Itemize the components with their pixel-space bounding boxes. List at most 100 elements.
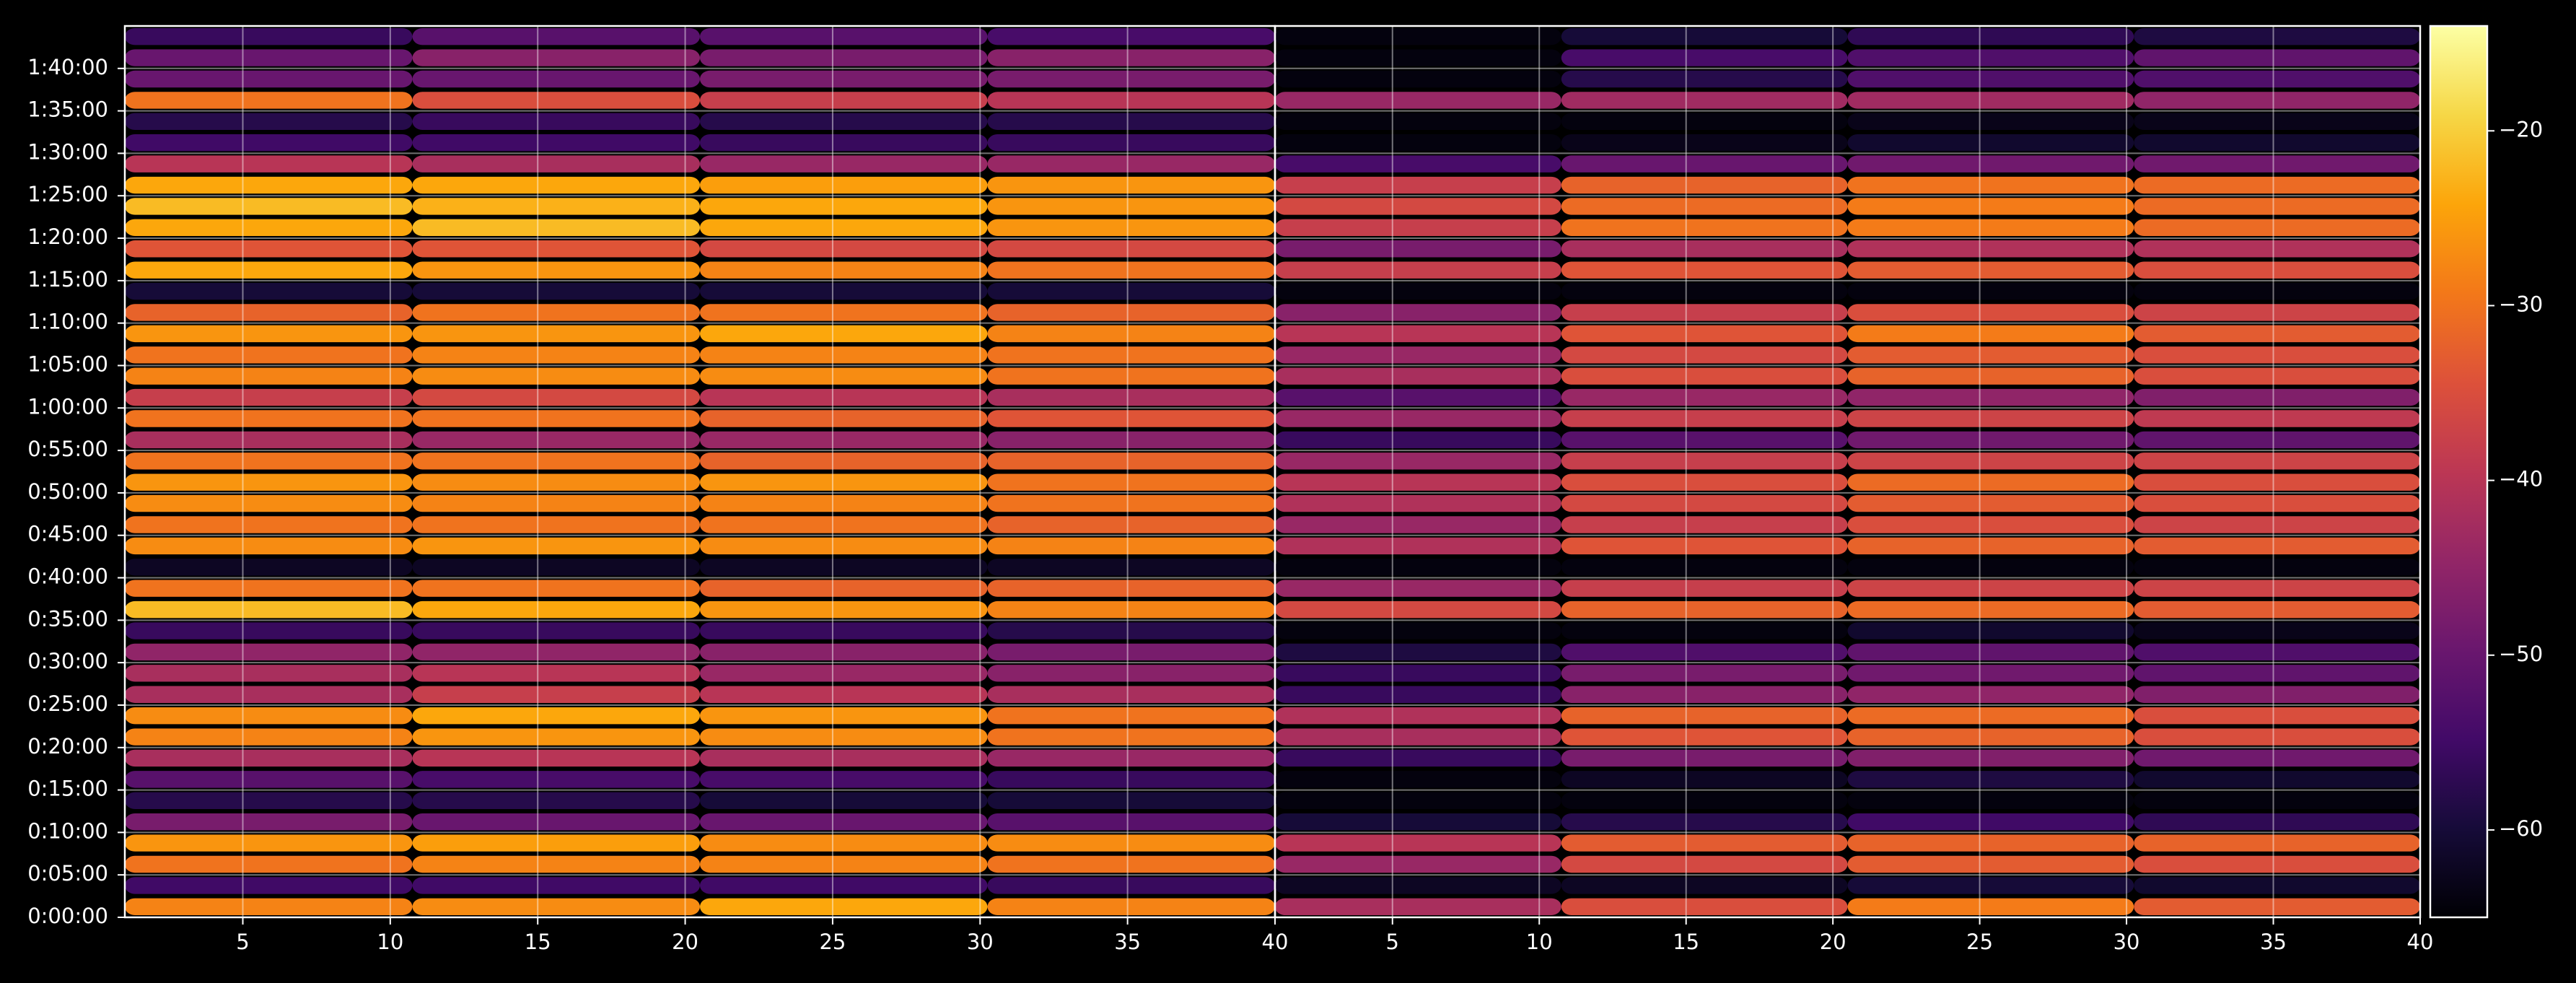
cell xyxy=(125,473,413,491)
cell xyxy=(1561,580,1848,597)
x-tick-label: 15 xyxy=(525,930,551,954)
y-tick-label: 0:00:00 xyxy=(27,904,108,928)
cell xyxy=(987,49,1275,66)
cell xyxy=(1847,70,2134,88)
cell xyxy=(700,771,988,788)
cell xyxy=(987,473,1275,491)
cell xyxy=(1561,749,1848,767)
cell xyxy=(412,494,700,512)
cell xyxy=(1847,113,2134,131)
cell xyxy=(987,198,1275,215)
cell xyxy=(700,198,988,215)
x-tick-label: 35 xyxy=(1114,930,1141,954)
cell xyxy=(700,219,988,237)
cell xyxy=(987,325,1275,343)
cell xyxy=(987,92,1275,109)
cell xyxy=(412,707,700,725)
cell xyxy=(1561,834,1848,852)
cell xyxy=(1561,198,1848,215)
cell xyxy=(700,580,988,597)
cell xyxy=(125,325,413,343)
cell xyxy=(700,431,988,449)
cell xyxy=(1847,28,2134,45)
cell xyxy=(125,113,413,131)
cell xyxy=(1561,792,1848,809)
cell xyxy=(125,219,413,237)
cell xyxy=(987,516,1275,533)
cell xyxy=(2134,473,2420,491)
cell xyxy=(125,516,413,533)
cell xyxy=(700,240,988,258)
cell xyxy=(987,410,1275,427)
y-tick-label: 0:55:00 xyxy=(27,437,108,461)
cell xyxy=(1847,834,2134,852)
cell xyxy=(1847,622,2134,639)
cell xyxy=(700,282,988,300)
cell xyxy=(1561,516,1848,533)
cell xyxy=(1561,877,1848,894)
cell xyxy=(2134,134,2420,152)
cell xyxy=(1847,198,2134,215)
cell xyxy=(1561,559,1848,576)
cell xyxy=(1561,325,1848,343)
cell xyxy=(1561,49,1848,66)
cell xyxy=(1561,219,1848,237)
cell xyxy=(987,346,1275,364)
cell xyxy=(1561,134,1848,152)
cell xyxy=(987,600,1275,619)
cell xyxy=(125,771,413,788)
cell xyxy=(1847,49,2134,66)
cell xyxy=(1561,92,1848,109)
cell xyxy=(1275,155,1561,172)
cell xyxy=(2134,261,2420,279)
cell xyxy=(987,304,1275,321)
cell xyxy=(2134,834,2420,852)
y-tick-label: 1:40:00 xyxy=(27,55,108,79)
cell xyxy=(412,834,700,852)
cell xyxy=(1561,643,1848,661)
cell xyxy=(2134,28,2420,45)
cell xyxy=(1275,516,1561,533)
cell xyxy=(2134,622,2420,639)
cell xyxy=(1847,240,2134,258)
cell xyxy=(700,813,988,831)
cell xyxy=(1275,431,1561,449)
cell xyxy=(412,346,700,364)
cell xyxy=(1275,367,1561,385)
cell xyxy=(987,813,1275,831)
cell xyxy=(125,346,413,364)
cell xyxy=(125,855,413,873)
cell xyxy=(1847,537,2134,555)
cell xyxy=(1275,219,1561,237)
heatmap-cells xyxy=(1275,28,2420,915)
cell xyxy=(700,49,988,66)
cell xyxy=(412,92,700,109)
cell xyxy=(987,665,1275,682)
cell xyxy=(412,388,700,406)
cell xyxy=(125,877,413,894)
cell xyxy=(1847,792,2134,809)
cell xyxy=(412,304,700,321)
cell xyxy=(1847,494,2134,512)
cell xyxy=(125,728,413,746)
cell xyxy=(987,176,1275,194)
cell xyxy=(2134,49,2420,66)
cell xyxy=(125,559,413,576)
cell xyxy=(125,70,413,88)
cell xyxy=(1561,665,1848,682)
x-tick-label: 25 xyxy=(1966,930,1993,954)
cell xyxy=(1275,559,1561,576)
cell xyxy=(412,643,700,661)
cell xyxy=(700,600,988,619)
cell xyxy=(1275,28,1561,45)
cell xyxy=(987,240,1275,258)
cell xyxy=(1561,855,1848,873)
x-tick-label: 40 xyxy=(2407,930,2434,954)
cell xyxy=(1561,70,1848,88)
cell xyxy=(1847,92,2134,109)
cell xyxy=(987,686,1275,703)
x-tick-label: 20 xyxy=(1820,930,1846,954)
cell xyxy=(1275,410,1561,427)
cell xyxy=(700,261,988,279)
cell xyxy=(2134,346,2420,364)
